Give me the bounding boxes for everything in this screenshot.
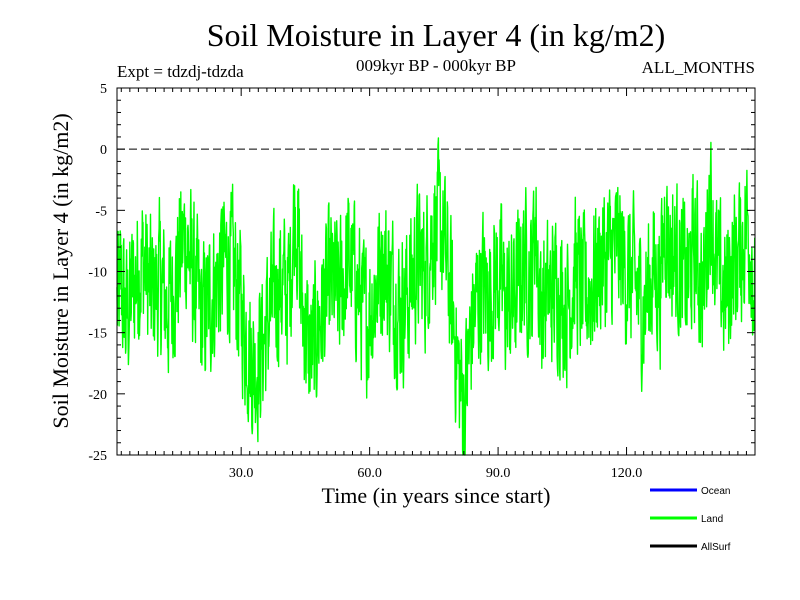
plot-area xyxy=(116,137,756,456)
y-tick-label: -20 xyxy=(88,388,107,403)
y-tick-label: 0 xyxy=(100,143,107,158)
x-tick-label: 30.0 xyxy=(229,466,254,481)
y-axis-label: Soil Moisture in Layer 4 (in kg/m2) xyxy=(48,113,73,428)
y-tick-label: 5 xyxy=(100,82,107,97)
x-tick-label: 90.0 xyxy=(486,466,511,481)
y-tick-label: -5 xyxy=(95,204,107,219)
chart-title: Soil Moisture in Layer 4 (in kg/m2) xyxy=(207,17,666,53)
y-tick-label: -15 xyxy=(88,327,107,342)
legend-label-allsurf: AllSurf xyxy=(701,542,731,553)
x-tick-label: 60.0 xyxy=(357,466,382,481)
legend-label-ocean: Ocean xyxy=(701,486,730,497)
y-tick-label: -25 xyxy=(88,449,107,464)
legend-label-land: Land xyxy=(701,514,723,525)
x-axis-label: Time (in years since start) xyxy=(322,483,551,508)
series-line-land xyxy=(116,137,756,456)
y-tick-label: -10 xyxy=(88,266,107,281)
legend: Ocean Land AllSurf xyxy=(650,486,731,553)
x-tick-label: 120.0 xyxy=(611,466,643,481)
period-label: 009kyr BP - 000kyr BP xyxy=(356,56,516,75)
axes: 5 0 -5 -10 -15 -20 -25 30.0 60.0 90.0 120.0 xyxy=(88,82,756,481)
months-label: ALL_MONTHS xyxy=(642,58,755,77)
experiment-label: Expt = tdzdj-tdzda xyxy=(117,62,244,81)
